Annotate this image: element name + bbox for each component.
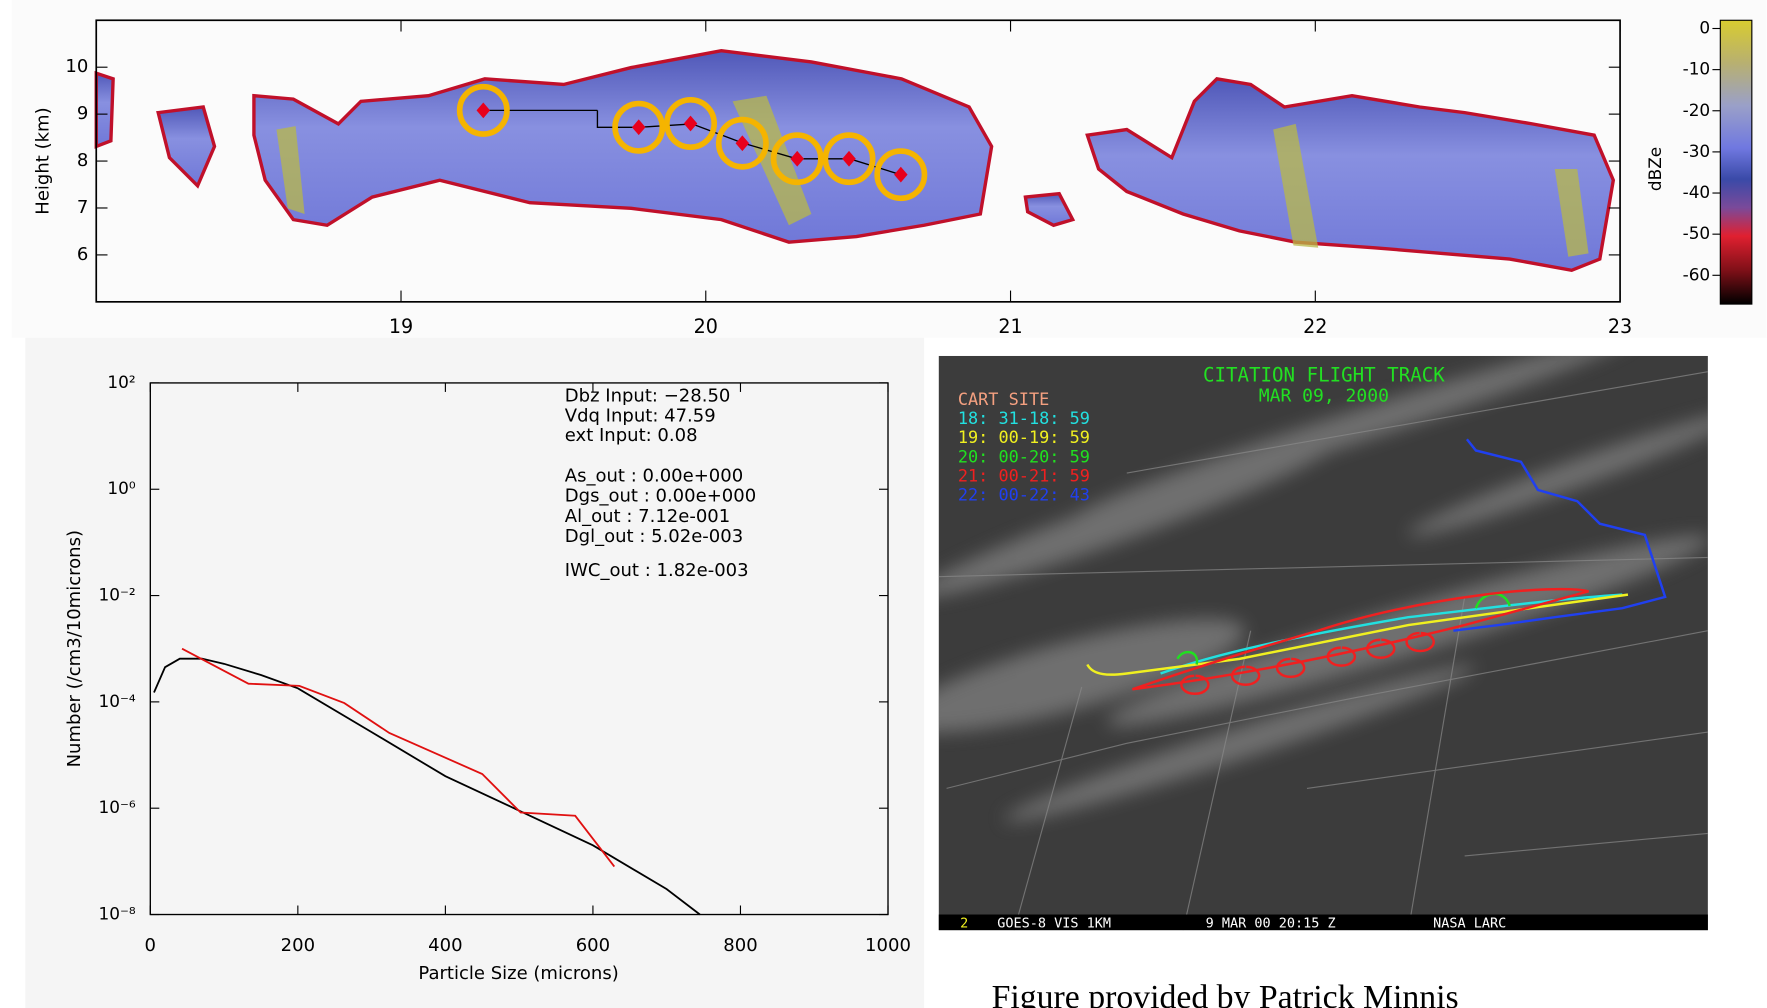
y-tick-label: 6 [77,244,88,265]
legend-entry: 19: 00-19: 59 [958,427,1090,447]
x-tick-label: 800 [723,935,757,956]
y-tick-label: 7 [77,197,88,218]
colorbar-tick-label: -10 [1683,59,1711,79]
x-tick-label: 600 [576,935,610,956]
x-tick-label: 0 [145,935,156,956]
y-axis-label: Number (/cm3/10microns) [64,530,85,767]
y-tick-label: 10⁻⁶ [99,797,136,817]
y-tick-label: 10 [65,56,88,77]
x-tick-label: 22 [1303,315,1327,338]
colorbar-tick-label: -50 [1683,223,1711,243]
legend-entry: 18: 31-18: 59 [958,408,1090,428]
x-tick-label: 1000 [865,935,911,956]
x-tick-label: 21 [998,315,1022,338]
x-tick-label: 23 [1608,315,1632,338]
site-label: CART SITE [958,389,1049,409]
colorbar-tick-label: -40 [1683,182,1711,202]
x-tick-label: 400 [428,935,462,956]
legend-entry: 22: 00-22: 43 [958,485,1090,505]
footer-time: 9 MAR 00 20:15 Z [1206,916,1336,932]
annotation: Dbz Input: −28.50 [565,385,731,406]
legend-entry: 20: 00-20: 59 [958,446,1090,466]
y-tick-label: 10² [107,372,135,392]
annotation: Vdq Input: 47.59 [565,406,716,427]
colorbar-tick-label: -60 [1683,264,1711,284]
y-tick-label: 10⁻⁴ [99,691,136,711]
image-title: CITATION FLIGHT TRACK [1203,364,1445,387]
x-tick-label: 200 [281,935,315,956]
colorbar [1720,20,1752,304]
psd-panel [25,338,924,1008]
x-tick-label: 20 [694,315,718,338]
footer-frame: 2 [960,916,968,932]
y-tick-label: 10⁻² [99,585,136,605]
colorbar-tick-label: 0 [1699,17,1710,37]
footer-sensor: GOES-8 VIS 1KM [997,916,1111,932]
annotation: ext Input: 0.08 [565,425,698,446]
y-axis-label: Height (km) [32,107,53,214]
y-tick-label: 10⁰ [107,478,135,498]
page: {"chart_data": [ {"type": "heatmap", "yl… [0,0,1767,1008]
y-tick-label: 8 [77,150,88,171]
image-date: MAR 09, 2000 [1259,385,1389,406]
colorbar-tick-label: -20 [1683,100,1711,120]
annotation: Dgl_out : 5.02e-003 [565,526,743,547]
footer-source: NASA LARC [1433,916,1506,932]
figure: 1920212223678910Height (km)0-10-20-30-40… [0,0,1767,1008]
x-axis-label: Particle Size (microns) [418,963,618,984]
colorbar-tick-label: -30 [1683,141,1711,161]
legend-entry: 21: 00-21: 59 [958,465,1090,485]
y-tick-label: 10⁻⁸ [99,904,136,924]
annotation: IWC_out : 1.82e-003 [565,560,749,581]
annotation: As_out : 0.00e+000 [565,465,743,486]
colorbar-label: dBZe [1645,147,1665,191]
y-tick-label: 9 [77,103,88,124]
annotation: Dgs_out : 0.00e+000 [565,486,756,507]
caption: Figure provided by Patrick Minnis [992,979,1459,1008]
annotation: Al_out : 7.12e-001 [565,506,730,527]
x-tick-label: 19 [389,315,413,338]
